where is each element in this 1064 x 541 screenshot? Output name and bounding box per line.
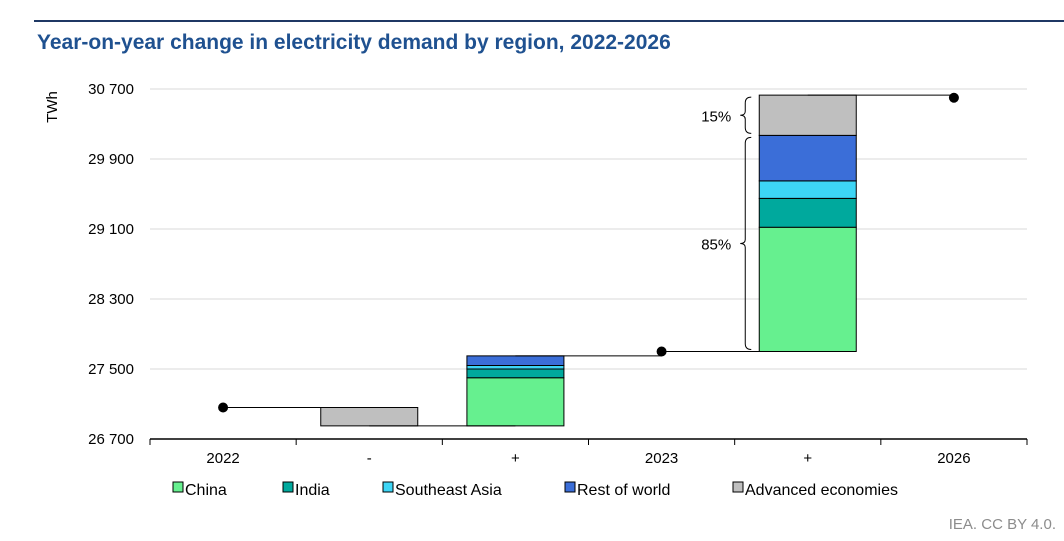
x-tick-label: + [803,450,812,467]
y-tick-label: 30 700 [88,81,134,98]
total-marker [218,402,229,413]
chart-title: Year-on-year change in electricity deman… [37,31,671,54]
legend-swatch [564,481,576,493]
bar-rest-of-world [758,134,857,182]
bar-advanced-economies [758,94,857,136]
legend-label: Rest of world [577,482,670,499]
brace-15 [740,96,752,134]
legend-swatch [172,481,184,493]
legend-label: China [185,482,227,499]
annotation-15: 15% [701,108,731,125]
bar-india [758,197,857,228]
legend-label: Advanced economies [745,482,898,499]
y-tick-label: 26 700 [88,431,134,448]
credit-text: IEA. CC BY 4.0. [948,516,1056,533]
bar-rest-of-world [466,355,565,366]
x-tick-label: + [511,450,520,467]
legend-swatch [382,481,394,493]
x-tick-label: 2026 [937,450,970,467]
y-tick-label: 27 500 [88,361,134,378]
annotation-85: 85% [701,236,731,253]
bar-southeast-asia [758,180,857,199]
bar-china [466,377,565,427]
legend-swatch [282,481,294,493]
total-marker [656,346,667,357]
brace-85 [740,136,752,350]
bar-india [466,368,565,379]
top-rule [34,20,1064,22]
x-tick-label: 2023 [645,450,678,467]
bar-advanced-economies [320,407,419,427]
total-marker [948,92,959,103]
x-tick-label: - [367,450,372,467]
legend-label: Southeast Asia [395,482,502,499]
x-tick-label: 2022 [206,450,239,467]
bar-southeast-asia [466,365,565,370]
y-tick-label: 28 300 [88,291,134,308]
y-tick-label: 29 100 [88,221,134,238]
y-axis-label: TWh [44,91,61,123]
y-tick-label: 29 900 [88,151,134,168]
bar-china [758,226,857,352]
legend-label: India [295,482,330,499]
legend-swatch [732,481,744,493]
